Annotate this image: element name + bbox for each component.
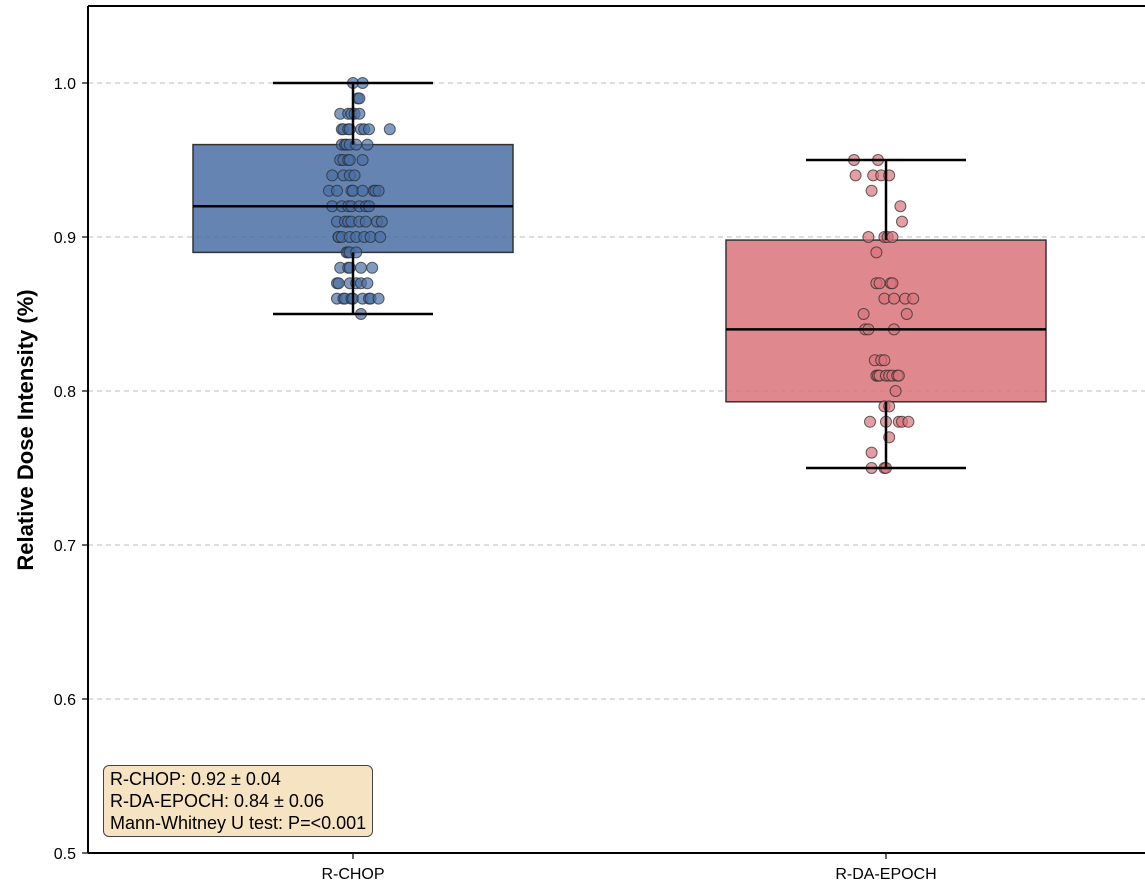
data-point (862, 231, 875, 243)
y-tick-label: 1.0 (54, 76, 76, 93)
y-axis-label: Relative Dose Intensity (%) (13, 289, 38, 570)
stats-annotation-box: R-CHOP: 0.92 ± 0.04 R-DA-EPOCH: 0.84 ± 0… (103, 765, 374, 837)
data-point (374, 231, 387, 243)
data-point (366, 261, 379, 274)
data-point (878, 354, 891, 367)
data-point (332, 277, 345, 290)
y-tick-label: 0.6 (54, 692, 76, 709)
data-point (348, 169, 361, 182)
stats-line-rdaepoch: R-DA-EPOCH: 0.84 ± 0.06 (110, 791, 324, 811)
data-point (886, 231, 899, 243)
data-point (343, 154, 356, 166)
data-point (356, 154, 369, 166)
y-tick-label: 0.7 (54, 538, 76, 555)
data-point (353, 92, 366, 105)
data-point (894, 200, 907, 213)
data-point (865, 184, 878, 197)
data-point (896, 215, 908, 228)
data-point (356, 184, 369, 197)
data-point (857, 308, 870, 320)
data-point (383, 123, 396, 136)
data-point (361, 277, 374, 290)
data-point (359, 215, 372, 228)
data-point (326, 169, 339, 182)
data-point (363, 123, 375, 136)
data-point (870, 246, 883, 259)
data-point (864, 415, 876, 428)
data-point (888, 292, 900, 305)
stats-line-test: Mann-Whitney U test: P=<0.001 (110, 813, 367, 833)
data-point (372, 292, 385, 305)
data-point (353, 107, 366, 120)
axes (87, 5, 1145, 854)
x-tick-label: R-CHOP (321, 866, 384, 883)
data-point (375, 215, 388, 228)
data-point (886, 277, 899, 290)
data-point (355, 261, 367, 274)
y-tick-label: 0.8 (54, 384, 76, 401)
data-point (900, 308, 913, 320)
data-point (889, 385, 902, 397)
y-tick-label: 0.5 (54, 846, 76, 863)
data-point (873, 277, 886, 290)
box-layer (192, 143, 1047, 403)
data-point (849, 169, 862, 182)
whisker-layer (193, 81, 1046, 470)
y-tick-label: 0.9 (54, 230, 76, 247)
data-point (865, 446, 878, 459)
data-point (892, 369, 905, 382)
data-point (361, 138, 374, 151)
stats-line-rchop: R-CHOP: 0.92 ± 0.04 (110, 769, 281, 789)
x-tick-label: R-DA-EPOCH (835, 866, 936, 883)
data-point (902, 415, 915, 428)
tick-labels: 0.5 0.6 0.7 0.8 0.9 1.0 R-CHOP R-DA-EPOCH (54, 76, 937, 883)
data-point (331, 184, 343, 197)
data-point (907, 292, 920, 305)
data-point (372, 184, 385, 197)
